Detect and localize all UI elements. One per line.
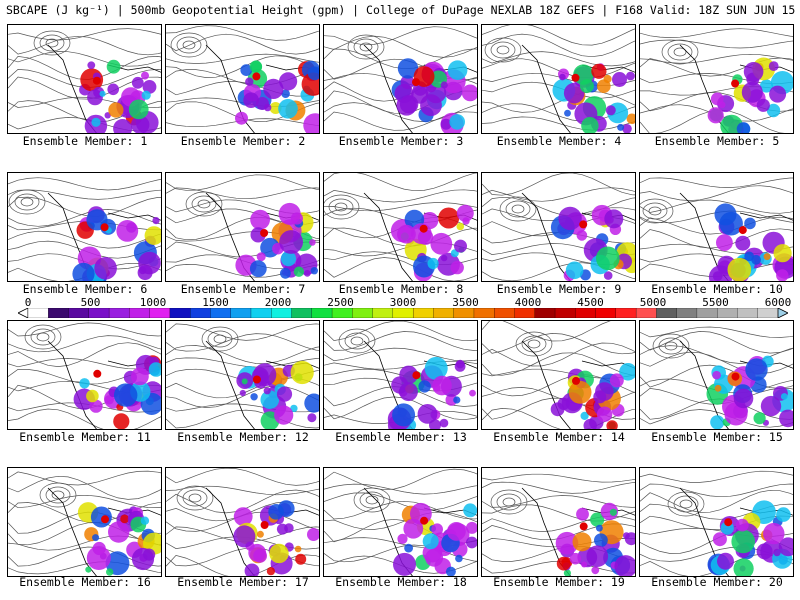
ensemble-member-label: Ensemble Member: 17	[177, 575, 309, 589]
ensemble-member-panel	[639, 320, 794, 430]
colorbar-tick-label: 5500	[702, 296, 729, 309]
colorbar-tick-label: 4000	[514, 296, 542, 309]
ensemble-member-label: Ensemble Member: 4	[496, 134, 622, 148]
colorbar-tick-label: 500	[80, 296, 101, 309]
ensemble-member-label: Ensemble Member: 9	[496, 282, 622, 296]
colorbar-tick-label: 1000	[139, 296, 167, 309]
ensemble-member-panel	[481, 320, 636, 430]
ensemble-member-panel	[165, 172, 320, 282]
colorbar-tick-label: 1500	[202, 296, 229, 309]
ensemble-member-label: Ensemble Member: 1	[22, 134, 148, 148]
ensemble-member-panel	[165, 24, 320, 134]
ensemble-member-label: Ensemble Member: 2	[180, 134, 306, 148]
ensemble-member-label: Ensemble Member: 6	[22, 282, 148, 296]
cape-colorbar	[18, 308, 788, 318]
ensemble-member-panel	[7, 24, 162, 134]
ensemble-member-label: Ensemble Member: 12	[177, 430, 309, 444]
ensemble-member-label: Ensemble Member: 5	[654, 134, 780, 148]
ensemble-member-label: Ensemble Member: 19	[493, 575, 625, 589]
ensemble-member-label: Ensemble Member: 3	[338, 134, 464, 148]
ensemble-member-label: Ensemble Member: 20	[651, 575, 783, 589]
colorbar-tick-label: 3500	[452, 296, 479, 309]
ensemble-member-label: Ensemble Member: 15	[651, 430, 783, 444]
ensemble-member-label: Ensemble Member: 11	[19, 430, 151, 444]
colorbar-tick-label: 4500	[577, 296, 604, 309]
ensemble-member-label: Ensemble Member: 18	[335, 575, 467, 589]
ensemble-member-panel	[7, 172, 162, 282]
colorbar-tick-label: 0	[24, 296, 32, 309]
ensemble-member-panel	[7, 467, 162, 577]
ensemble-member-label: Ensemble Member: 7	[180, 282, 306, 296]
ensemble-member-panel	[323, 467, 478, 577]
page-title: SBCAPE (J kg⁻¹) | 500mb Geopotential Hei…	[6, 3, 800, 17]
ensemble-member-label: Ensemble Member: 10	[651, 282, 783, 296]
ensemble-member-panel	[165, 467, 320, 577]
colorbar-tick-label: 3000	[389, 296, 417, 309]
ensemble-member-label: Ensemble Member: 8	[338, 282, 464, 296]
colorbar-tick-label: 5000	[639, 296, 667, 309]
ensemble-member-label: Ensemble Member: 14	[493, 430, 625, 444]
ensemble-member-panel	[323, 24, 478, 134]
ensemble-member-panel	[481, 172, 636, 282]
colorbar-tick-label: 2000	[264, 296, 292, 309]
ensemble-member-panel	[639, 467, 794, 577]
ensemble-member-panel	[7, 320, 162, 430]
ensemble-member-panel	[639, 24, 794, 134]
colorbar-tick-label: 2500	[327, 296, 354, 309]
ensemble-member-panel	[481, 467, 636, 577]
ensemble-member-label: Ensemble Member: 13	[335, 430, 467, 444]
ensemble-member-panel	[323, 172, 478, 282]
colorbar-tick-label: 6000	[764, 296, 792, 309]
ensemble-member-panel	[639, 172, 794, 282]
ensemble-member-panel	[481, 24, 636, 134]
ensemble-member-panel	[165, 320, 320, 430]
ensemble-member-label: Ensemble Member: 16	[19, 575, 151, 589]
ensemble-member-panel	[323, 320, 478, 430]
